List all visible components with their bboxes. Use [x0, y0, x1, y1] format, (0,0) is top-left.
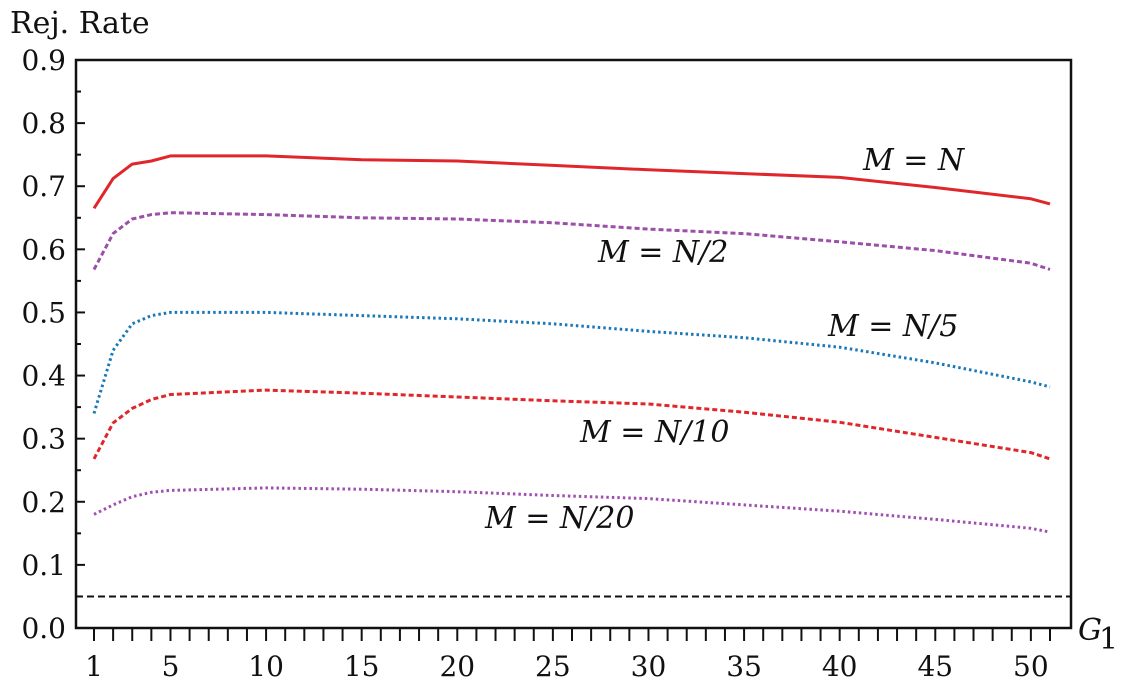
y-tick-label: 0.9: [21, 44, 66, 77]
x-axis-label: G 1: [1078, 613, 1118, 657]
x-tick-label: 15: [344, 650, 380, 683]
series-labels: M = N M = N/2 M = N/5 M = N/10 M = N/20: [484, 143, 966, 536]
x-tick-label: 5: [162, 650, 180, 683]
y-tick-label: 0.1: [21, 549, 66, 582]
series-line-3: [92, 388, 1051, 461]
series-lines: [76, 154, 1071, 598]
series-line-0: [92, 154, 1051, 210]
svg-text:1: 1: [1099, 622, 1118, 657]
y-tick-label: 0.8: [21, 107, 66, 140]
x-tick-label: 35: [726, 650, 762, 683]
y-axis: 0.0 0.1 0.2 0.3 0.4 0.5 0.6 0.7 0.8 0.9: [21, 44, 85, 645]
x-tick-label: 20: [439, 650, 475, 683]
y-tick-label: 0.5: [21, 296, 66, 329]
y-axis-label: Rej. Rate: [10, 6, 150, 41]
y-tick-label: 0.3: [21, 423, 66, 456]
series-label-1: M = N/2: [597, 235, 728, 270]
x-tick-label: 1: [85, 650, 103, 683]
svg-text:G: G: [1078, 613, 1102, 648]
y-tick-label: 0.2: [21, 486, 66, 519]
x-tick-label: 40: [822, 650, 858, 683]
series-label-0: M = N: [862, 143, 966, 178]
series-label-3: M = N/10: [579, 415, 729, 450]
x-tick-label: 45: [917, 650, 953, 683]
x-tick-label: 50: [1013, 650, 1049, 683]
x-tick-label: 25: [535, 650, 571, 683]
y-tick-label: 0.4: [21, 360, 66, 393]
x-tick-label: 10: [248, 650, 284, 683]
series-label-2: M = N/5: [827, 309, 958, 344]
x-axis: 1 5 10 15 20 25 30 35 40 45 50: [85, 628, 1051, 683]
y-tick-label: 0.0: [21, 612, 66, 645]
y-tick-label: 0.7: [21, 170, 66, 203]
series-label-4: M = N/20: [484, 501, 634, 536]
x-tick-label: 30: [631, 650, 667, 683]
series-line-4: [93, 486, 1051, 534]
series-line-2: [92, 310, 1051, 414]
y-tick-label: 0.6: [21, 233, 66, 266]
series-line-1: [92, 211, 1051, 271]
